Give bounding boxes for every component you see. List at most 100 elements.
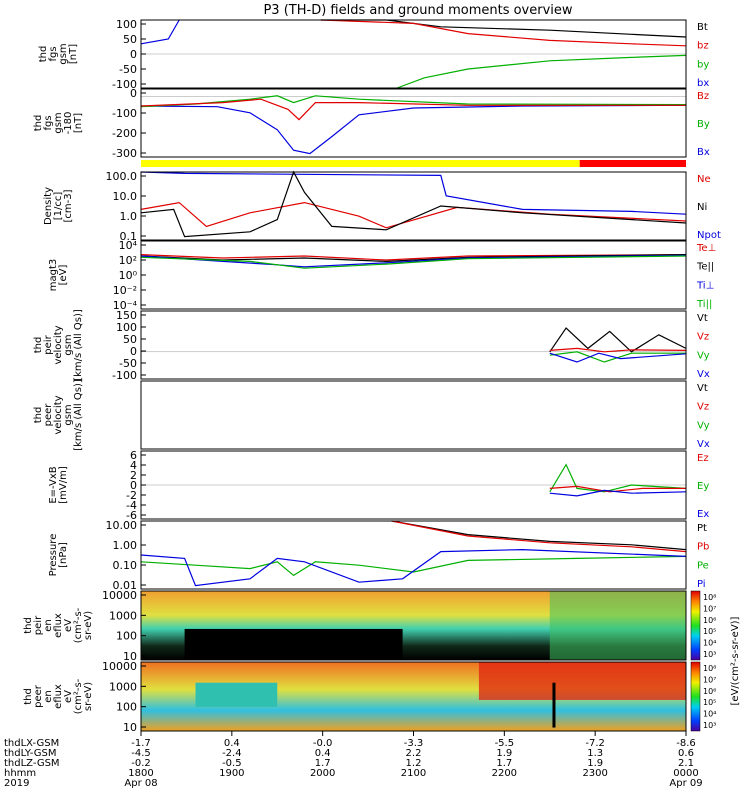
x-tick-label: 2000 bbox=[310, 768, 335, 779]
panel-frame bbox=[140, 590, 687, 661]
x-tick-label: 1.2 bbox=[406, 758, 422, 769]
legend-entry: Vx bbox=[697, 439, 710, 450]
y-tick-label: 10⁻⁴ bbox=[113, 299, 138, 312]
y-axis-label-line: (cm²-s- bbox=[73, 678, 84, 714]
y-axis-label-line: velocity bbox=[53, 395, 64, 434]
y-axis-label-line: [km/s (All Qs)] bbox=[73, 309, 84, 381]
y-axis-label: thd peer velocity gsm [km/s (All Qs)] bbox=[33, 379, 84, 451]
y-axis-label-line: gsm bbox=[58, 43, 69, 64]
legend-entry: Pt bbox=[697, 523, 707, 534]
series-line-vt bbox=[549, 327, 687, 353]
panel-8: 10.00 1.00 0.10 0.01 Pressure [nPa] Pt Pb Pe Pi bbox=[48, 519, 709, 592]
panel-9: 10000 1000 100 10 thd peir en eflux eV (cm²-s-sr-… bbox=[23, 589, 687, 663]
panel-background bbox=[141, 521, 686, 589]
legend-entry: By bbox=[697, 119, 710, 130]
x-tick-label: 1.9 bbox=[496, 748, 512, 759]
legend-entry: Vy bbox=[697, 420, 710, 431]
legend-entry: Vx bbox=[697, 369, 710, 380]
legend-entry: Vz bbox=[697, 402, 709, 413]
panel-3: 100.0 10.0 1.0 0.1 Density [1/cc] [cm-3] Ne Ni Np… bbox=[43, 170, 721, 243]
panel-6: thd peer velocity gsm [km/s (All Qs)] Vt Vz Vy V… bbox=[33, 379, 710, 451]
legend-entry: bx bbox=[697, 78, 709, 89]
spectrogram-dark-region bbox=[184, 628, 403, 660]
y-axis-label-line: eflux bbox=[53, 613, 64, 638]
y-axis-label-line: thd bbox=[33, 115, 44, 132]
legend-entry: Ez bbox=[697, 453, 709, 464]
y-axis-label-line: en bbox=[43, 619, 54, 632]
y-tick-label: -100 bbox=[112, 78, 137, 91]
colorbar-tick-label: 10⁶ bbox=[703, 616, 716, 625]
y-tick-label: -100 bbox=[112, 107, 137, 120]
panel-frame bbox=[140, 88, 687, 158]
y-axis-label-line: thd bbox=[33, 407, 44, 424]
y-tick-label: 50 bbox=[123, 33, 137, 46]
spectrogram-right-region bbox=[549, 591, 686, 660]
colorbar-tick-label: 10³ bbox=[703, 650, 716, 659]
chart-title: P3 (TH-D) fields and ground moments over… bbox=[263, 3, 572, 18]
y-tick-label: 10 bbox=[123, 721, 137, 734]
x-tick-label: -1.7 bbox=[131, 738, 151, 749]
series-line-vz bbox=[549, 347, 687, 353]
x-tick-label: -5.5 bbox=[495, 738, 515, 749]
x-tick-label: 2200 bbox=[492, 768, 517, 779]
y-axis-label-line: fgs bbox=[43, 115, 54, 130]
x-tick-label: 1.7 bbox=[496, 758, 512, 769]
y-axis-label-line: [nPa] bbox=[58, 542, 69, 568]
series-line-ez bbox=[549, 463, 687, 493]
legend-entry: Bz bbox=[697, 91, 709, 102]
y-tick-label: 0 bbox=[130, 87, 137, 100]
colorbar-label: [eV/(cm²-s-sr-eV)] bbox=[730, 616, 741, 705]
x-tick-label: 0.4 bbox=[315, 748, 331, 759]
y-axis-label-line: gsm bbox=[53, 112, 64, 133]
y-axis-label-line: Pressure bbox=[48, 534, 59, 577]
series-line-ex bbox=[549, 489, 687, 497]
y-axis-label-line: [nT] bbox=[73, 113, 84, 133]
y-axis-label-line: [eV] bbox=[58, 265, 69, 286]
y-tick-label: 0.01 bbox=[113, 579, 138, 592]
series-line-bz bbox=[320, 19, 687, 47]
y-tick-label: -4 bbox=[126, 499, 137, 512]
y-axis-label: thd fgs gsm [nT] bbox=[38, 43, 79, 64]
series-line-vy bbox=[549, 351, 686, 363]
y-tick-label: 6 bbox=[130, 449, 137, 462]
x-axis-row-label: thdLY-GSM bbox=[4, 748, 56, 759]
x-tick-label: 2.2 bbox=[406, 748, 422, 759]
x-tick-label: -8.6 bbox=[676, 738, 696, 749]
panel-background bbox=[141, 241, 686, 309]
x-axis-row-label: thdLX-GSM bbox=[4, 738, 59, 749]
y-axis-label-line: sr-eV) bbox=[83, 611, 94, 640]
x-tick-label: -4.5 bbox=[131, 748, 151, 759]
legend-entry: Pi bbox=[697, 579, 706, 590]
y-tick-label: 10.0 bbox=[113, 190, 138, 203]
y-axis-label: thd peir en eflux eV (cm²-s-sr-eV) bbox=[23, 607, 94, 643]
x-tick-label: 1900 bbox=[219, 768, 244, 779]
y-axis-label: thd peer en eflux eV (cm²-s-sr-eV) bbox=[23, 678, 94, 714]
legend-entry: Ti⊥ bbox=[696, 280, 714, 291]
x-tick-label: 1.9 bbox=[587, 758, 603, 769]
legend-entry: Vy bbox=[697, 350, 710, 361]
series-line-by bbox=[396, 54, 687, 89]
y-axis-label-line: thd bbox=[23, 688, 34, 705]
x-tick-label: Apr 09 bbox=[669, 778, 702, 789]
y-axis-label: thd fgs gsm -180 [nT] bbox=[33, 112, 84, 135]
x-tick-label: 2.1 bbox=[678, 758, 694, 769]
x-tick-label: Apr 08 bbox=[124, 778, 157, 789]
y-axis-label-line: velocity bbox=[53, 325, 64, 364]
y-tick-label: 1.0 bbox=[120, 210, 138, 223]
y-axis-label: Pressure [nPa] bbox=[48, 534, 69, 577]
y-tick-label: 10.00 bbox=[106, 519, 138, 532]
colorbar-1 bbox=[690, 590, 701, 661]
y-tick-label: -200 bbox=[112, 127, 137, 140]
y-axis-label-line: Density bbox=[43, 187, 54, 225]
spectrogram-hot-region bbox=[478, 662, 686, 700]
colorbar-tick-label: 10⁶ bbox=[703, 687, 716, 696]
y-axis-label-line: thd bbox=[23, 617, 34, 634]
y-tick-label: 10000 bbox=[102, 589, 137, 602]
y-axis-label-line: sr-eV) bbox=[83, 682, 94, 711]
legend-entry: by bbox=[697, 59, 709, 70]
y-axis-label-line: fgs bbox=[48, 46, 59, 61]
panel-frame bbox=[140, 310, 687, 380]
